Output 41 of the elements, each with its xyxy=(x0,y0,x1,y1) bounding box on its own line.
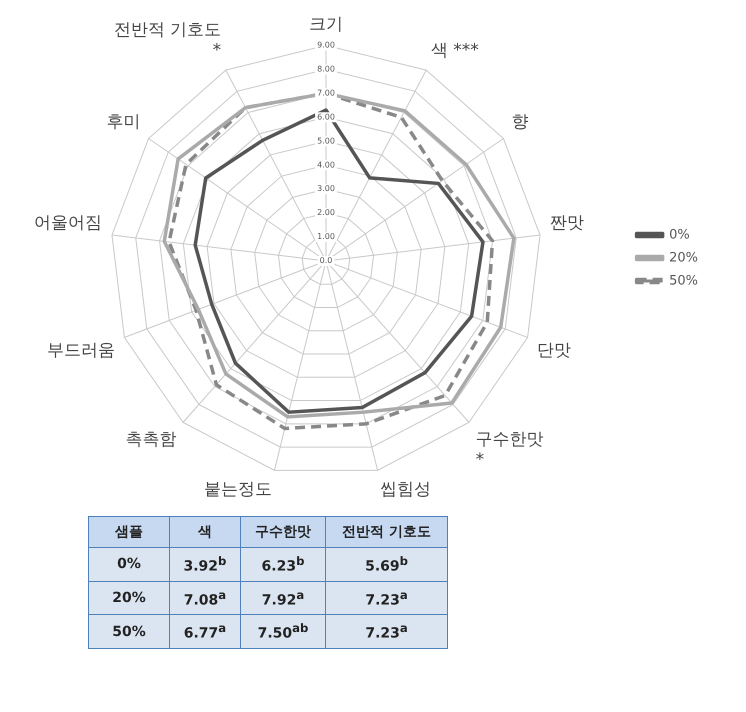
y-tick-label: 3.00 xyxy=(317,184,335,194)
text: 7.23$^{a}$ xyxy=(326,581,448,615)
text: 7.92$^{a}$ xyxy=(240,581,326,615)
spoke-label: 단맛 xyxy=(536,340,571,361)
text: 구수한맛 xyxy=(240,516,326,548)
text: 7.08$^{a}$ xyxy=(170,581,240,615)
text: 50% xyxy=(112,624,146,640)
y-tick-label: 2.00 xyxy=(317,208,335,218)
y-tick-label: 8.00 xyxy=(317,64,335,74)
spoke-label: 부드러움 xyxy=(47,340,116,361)
legend-label: 50% xyxy=(669,273,698,288)
text: 3.92$^{b}$ xyxy=(170,548,240,582)
text: 20% xyxy=(112,590,146,606)
text: 샘플 xyxy=(88,516,170,548)
text: 6.77$^{a}$ xyxy=(170,614,240,648)
text: 6.23$^{b}$ xyxy=(240,548,326,582)
spoke-label: 향 xyxy=(512,112,529,132)
y-tick-label: 0.0 xyxy=(320,256,332,266)
text: 색 xyxy=(170,516,240,548)
y-tick-label: 5.00 xyxy=(317,136,335,146)
y-tick-label: 9.00 xyxy=(317,40,335,50)
spoke-label: 어울어짐 xyxy=(34,213,102,234)
text: 0% xyxy=(117,556,141,572)
spoke-label: 붙는정도 xyxy=(204,480,272,500)
legend-label: 0% xyxy=(669,227,690,242)
text: 전반적 기호도 xyxy=(326,516,448,548)
spoke-label: 크기 xyxy=(309,14,343,35)
y-tick-label: 1.00 xyxy=(317,232,335,242)
spoke-label: 구수한맛 * xyxy=(476,429,544,470)
y-tick-label: 4.00 xyxy=(317,160,335,170)
spoke-label: 전반적 기호도 * xyxy=(114,20,222,60)
text: 5.69$^{b}$ xyxy=(326,548,448,582)
spoke-label: 짠맛 xyxy=(550,213,584,234)
spoke-label: 후미 xyxy=(106,112,140,132)
text: 7.50$^{ab}$ xyxy=(240,614,326,648)
legend-label: 20% xyxy=(669,250,698,266)
y-tick-label: 6.00 xyxy=(317,112,335,122)
spoke-label: 촉촉함 xyxy=(125,429,176,450)
text: 7.23$^{a}$ xyxy=(326,614,448,648)
spoke-label: 씹힘성 xyxy=(380,480,431,500)
spoke-label: 색 *** xyxy=(430,40,479,60)
